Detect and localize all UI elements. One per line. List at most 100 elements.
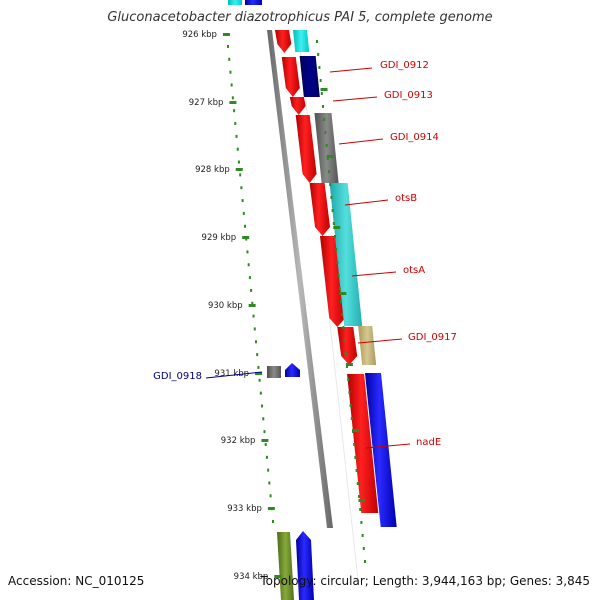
feature-olive-bottom [277,532,294,600]
feature-red-1 [275,30,292,53]
right-dotted-scale-mark [324,131,327,134]
right-dotted-scale-mark [348,391,351,394]
kbp-tick-mark [222,33,230,36]
kbp-tick-label: 931 kbp [214,369,249,379]
gene-label: GDI_0913 [384,90,433,101]
left-dotted-scale-mark [233,109,236,113]
right-dotted-scale-mark [326,157,329,160]
feature-cyan-top [228,0,242,5]
right-dotted-scale-mark [360,521,363,524]
right-dotted-scale-mark [341,313,344,316]
feature-gray-GDI_0914 [314,113,339,183]
feature-red-6 [320,236,346,327]
right-dotted-scale-mark [346,365,348,368]
left-dotted-scale-mark [267,468,270,472]
feature-red-nadE-left [347,374,379,513]
right-dotted-scale-mark [325,144,328,147]
right-dotted-scale-mark [331,209,334,212]
left-dotted-scale-mark [240,186,243,190]
left-dotted-scale-mark [228,57,231,61]
right-dotted-scale-mark [344,352,347,355]
right-dotted-scale-mark [364,560,366,563]
left-dotted-scale-mark [230,83,233,87]
kbp-tick-mark [248,304,256,307]
gene-leader-line [365,443,411,449]
right-dotted-scale-mark [323,118,326,121]
left-dotted-scale-mark [235,134,238,138]
right-dotted-scale-mark [320,92,323,95]
right-dotted-scale-mark [349,404,352,407]
right-tick-mark [326,155,334,158]
right-dotted-scale-mark [316,40,318,43]
kbp-tick-label: 930 kbp [208,301,243,311]
feature-blue-nadE [364,373,397,527]
right-dotted-scale-mark [329,183,332,186]
gene-label: otsA [403,265,425,276]
map-title: Gluconacetobacter diazotrophicus PAI 5, … [107,10,493,25]
right-dotted-scale-mark [354,456,357,459]
kbp-tick-label: 928 kbp [195,165,230,175]
feature-red-2 [281,57,300,97]
left-dotted-scale-mark [244,224,247,228]
kbp-tick-label: 926 kbp [182,30,217,40]
tick-layer: 926 kbp 927 kbp 928 kbp 929 kbp 930 kbp 931 k… [182,30,366,582]
kbp-tick-mark [255,372,263,375]
kbp-tick-mark [229,101,237,104]
kbp-tick-label: 933 kbp [227,504,262,514]
feature-blue-bottom [296,531,314,600]
feature-layer [228,0,397,600]
right-tick-mark [333,226,341,229]
feature-gray-GDI_0918 [267,366,281,378]
left-dotted-scale-mark [268,481,271,485]
right-dotted-scale-mark [337,274,340,277]
feature-red-3 [289,97,306,115]
left-dotted-scale-mark [234,122,237,126]
feature-teal-otsB-otsA [329,183,363,326]
right-dotted-scale-mark [334,235,336,238]
right-dotted-scale-mark [318,66,321,69]
kbp-tick-mark [235,168,243,171]
right-dotted-scale-mark [356,482,359,485]
gene-label: otsB [395,193,417,204]
right-dotted-scale-mark [343,339,346,342]
feature-tan-GDI_0917 [358,326,377,365]
right-dotted-scale-mark [358,495,360,498]
kbp-tick-mark [274,575,282,578]
kbp-tick-label: 929 kbp [202,233,237,243]
gene-label: GDI_0918 [153,371,202,382]
right-dotted-scale-mark [359,508,362,511]
right-dotted-scale-mark [342,326,345,329]
kbp-tick-mark [242,236,250,239]
right-dotted-scale-mark [332,222,335,225]
label-layer: GDI_0912 GDI_0913 GDI_0914 otsB otsA GDI_0917… [153,60,457,449]
left-dotted-scale-mark [250,288,253,292]
left-dotted-scale-mark [239,173,242,177]
right-tick-mark [339,292,347,295]
left-dotted-scale-mark [247,263,250,267]
gene-label: GDI_0914 [390,132,439,143]
feature-red-7 [337,327,358,365]
feature-cyan-1 [293,30,310,52]
left-dotted-scale-mark [251,301,254,305]
feature-blue-top [245,0,262,5]
right-dotted-scale-mark [361,534,364,537]
gene-leader-line [329,67,373,73]
right-tick-mark [352,429,359,432]
left-dotted-scale-mark [236,147,239,151]
gene-label: GDI_0917 [408,332,457,343]
gene-leader-line [205,371,263,379]
gene-leader-line [344,199,389,206]
left-dotted-scale-mark [242,211,245,215]
right-dotted-scale-mark [362,547,365,550]
kbp-tick-label: 927 kbp [189,98,224,108]
right-dotted-scale-mark [335,248,338,251]
left-dotted-scale-mark [229,70,232,74]
gene-label: nadE [416,437,441,448]
left-dotted-scale-mark [263,430,266,434]
left-dotted-scale-mark [245,237,248,241]
genome-summary-text: Topology: circular; Length: 3,944,163 bp… [260,574,590,588]
right-dotted-scale-mark [353,443,356,446]
left-dotted-scale-mark [265,455,268,459]
